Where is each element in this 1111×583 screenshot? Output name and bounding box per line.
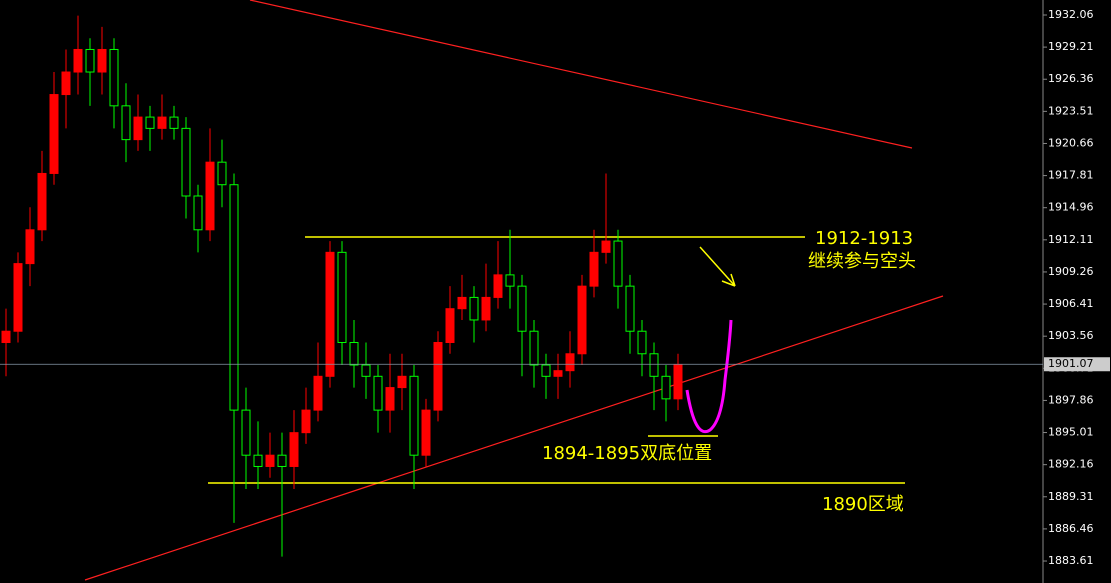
candle-body xyxy=(445,308,455,343)
y-tick-label: 1920.66 xyxy=(1048,136,1094,149)
candle-body xyxy=(397,375,407,389)
candle-body xyxy=(625,285,635,332)
candle-body xyxy=(349,341,359,366)
candle-body xyxy=(253,454,263,467)
candle-body xyxy=(217,161,227,186)
candle-body xyxy=(469,296,479,321)
candle-body xyxy=(13,263,23,332)
y-tick-label: 1909.26 xyxy=(1048,265,1094,278)
y-tick-label: 1889.31 xyxy=(1048,490,1094,503)
candle-body xyxy=(121,105,131,141)
candle-body xyxy=(73,48,83,73)
trend-line xyxy=(249,0,913,149)
candle-body xyxy=(517,285,527,332)
candle-body xyxy=(637,330,647,355)
candle-body xyxy=(169,116,179,129)
candle-body xyxy=(373,375,383,411)
candle-body xyxy=(661,375,671,400)
candle-body xyxy=(85,48,95,73)
candle-body xyxy=(613,240,623,287)
candle-body xyxy=(229,184,239,411)
candle-body xyxy=(241,409,251,456)
y-tick-label: 1923.51 xyxy=(1048,104,1094,117)
annotation: 1890区域 xyxy=(822,494,904,515)
y-tick-label: 1892.16 xyxy=(1048,458,1094,471)
candle-body xyxy=(289,432,299,467)
candle-body xyxy=(49,94,59,174)
candle-body xyxy=(97,48,107,73)
y-tick-label: 1886.46 xyxy=(1048,522,1094,535)
candle-body xyxy=(433,341,443,411)
candle-body xyxy=(529,330,539,366)
candle-body xyxy=(589,251,599,287)
current-price-box xyxy=(1044,357,1110,372)
trend-line xyxy=(84,295,944,581)
y-tick-label: 1903.56 xyxy=(1048,329,1094,342)
y-tick-label: 1929.21 xyxy=(1048,40,1094,53)
projection-curve xyxy=(685,319,733,434)
candle-body xyxy=(265,454,275,467)
candle-body xyxy=(325,251,335,377)
candle-body xyxy=(133,116,143,141)
candle-body xyxy=(421,409,431,456)
candle-body xyxy=(277,454,287,467)
candle-body xyxy=(673,364,683,400)
candle-body xyxy=(565,353,575,372)
y-tick-label: 1883.61 xyxy=(1048,554,1094,567)
y-tick-label: 1932.06 xyxy=(1048,8,1094,21)
annotation: 1894-1895双底位置 xyxy=(542,443,712,464)
candle-body xyxy=(601,240,611,253)
candle-body xyxy=(301,409,311,434)
candle-body xyxy=(1,330,11,343)
y-tick-label: 1912.11 xyxy=(1048,233,1094,246)
candle-body xyxy=(25,229,35,265)
arrow xyxy=(699,246,736,287)
candle-body xyxy=(181,127,191,197)
candle-body xyxy=(577,285,587,355)
plot xyxy=(1,15,683,557)
y-tick-label: 1895.01 xyxy=(1048,426,1094,439)
current-price-label: 1901.07 xyxy=(1048,357,1094,370)
candle-body xyxy=(457,296,467,310)
candle-body xyxy=(145,116,155,129)
y-tick-label: 1906.41 xyxy=(1048,297,1094,310)
y-tick-label: 1926.36 xyxy=(1048,72,1094,85)
annotation: 继续参与空头 xyxy=(808,251,916,272)
candle-body xyxy=(361,364,371,377)
y-tick-label: 1917.81 xyxy=(1048,169,1094,182)
candle-body xyxy=(157,116,167,129)
candle-body xyxy=(109,48,119,107)
annotation: 1912-1913 xyxy=(815,228,913,249)
candle-body xyxy=(541,364,551,377)
candle-body xyxy=(193,195,203,231)
candle-body xyxy=(385,387,395,411)
candle-body xyxy=(649,353,659,377)
y-tick-label: 1914.96 xyxy=(1048,201,1094,214)
candle-body xyxy=(493,274,503,298)
candle-body xyxy=(337,251,347,343)
candle-body xyxy=(205,161,215,231)
candle-body xyxy=(313,375,323,411)
y-tick-label: 1897.86 xyxy=(1048,393,1094,406)
candle-body xyxy=(553,370,563,377)
candle-body xyxy=(37,172,47,231)
candle-body xyxy=(505,274,515,287)
candle-body xyxy=(409,375,419,456)
candle-body xyxy=(481,296,491,321)
candle-body xyxy=(61,71,71,96)
